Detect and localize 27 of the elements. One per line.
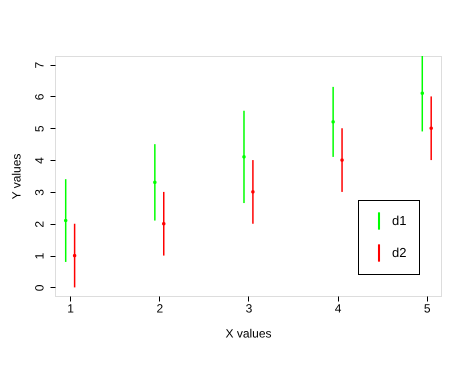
y-tick-label: 2 <box>32 220 46 228</box>
x-axis-title: X values <box>225 326 272 340</box>
x-tick-label: 3 <box>246 302 253 316</box>
point <box>331 120 335 124</box>
y-tick-label: 1 <box>32 252 46 260</box>
legend-label: d2 <box>392 245 406 260</box>
point <box>162 222 166 226</box>
x-tick-label: 2 <box>156 302 164 316</box>
y-tick-label: 0 <box>32 284 46 292</box>
x-tick-label: 5 <box>424 302 431 316</box>
y-tick-label: 7 <box>32 61 46 68</box>
point <box>340 158 344 162</box>
point <box>420 92 424 95</box>
y-tick-label: 5 <box>32 125 46 132</box>
y-axis-title: Y values <box>10 154 24 200</box>
point <box>242 155 246 159</box>
y-tick-label: 6 <box>32 93 46 100</box>
legend-label: d1 <box>392 213 406 228</box>
point <box>251 190 255 194</box>
point <box>64 218 68 222</box>
point <box>429 126 433 130</box>
x-tick-label: 4 <box>334 302 342 316</box>
x-tick-label: 1 <box>67 302 74 316</box>
point <box>72 254 76 258</box>
y-tick-label: 3 <box>32 188 46 196</box>
y-tick-label: 4 <box>32 156 46 164</box>
point <box>153 180 157 184</box>
